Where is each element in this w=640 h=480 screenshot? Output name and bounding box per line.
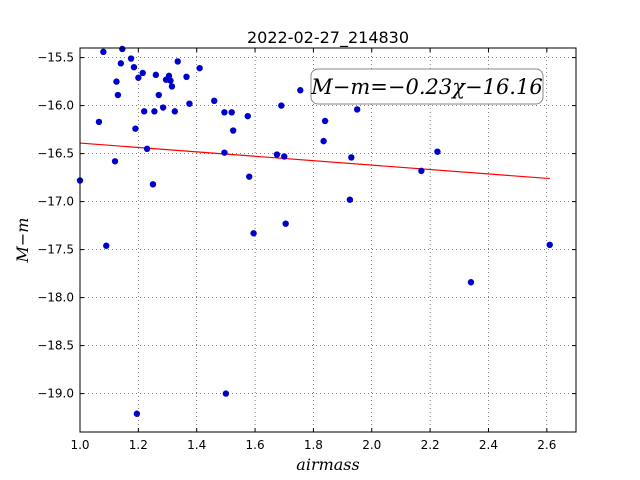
y-tick-label: −16.0 <box>37 99 74 113</box>
fit-layer <box>79 142 550 180</box>
data-point <box>151 108 158 115</box>
data-point <box>135 74 142 81</box>
data-point <box>133 410 141 417</box>
data-point <box>183 73 190 81</box>
data-point <box>174 58 181 65</box>
data-point <box>418 167 425 175</box>
data-point <box>132 125 139 132</box>
x-tick-label: 2.4 <box>479 438 498 452</box>
data-point <box>167 77 174 84</box>
y-tick-label: −18.5 <box>37 339 74 353</box>
data-point <box>139 69 146 77</box>
data-point <box>165 72 173 80</box>
x-tick-label: 2.2 <box>421 438 440 452</box>
data-point <box>186 100 193 107</box>
y-tick-label: −18.0 <box>37 291 74 305</box>
data-point <box>282 220 289 227</box>
x-tick-label: 1.2 <box>129 438 148 452</box>
data-point <box>346 196 354 203</box>
data-point <box>113 78 120 85</box>
data-point <box>171 108 179 115</box>
data-point <box>155 91 162 99</box>
data-point <box>130 63 138 71</box>
data-point <box>273 151 281 158</box>
data-point <box>100 48 107 56</box>
data-point <box>211 97 218 105</box>
data-point <box>353 106 361 113</box>
data-point <box>467 279 475 286</box>
data-point <box>221 149 228 156</box>
y-tick-label: −17.5 <box>37 243 74 257</box>
x-tick-label: 2.6 <box>537 438 556 452</box>
data-point <box>127 55 135 62</box>
y-tick-label: −15.5 <box>37 51 74 65</box>
data-point <box>149 181 157 188</box>
x-tick-label: 1.4 <box>187 438 206 452</box>
fit-line <box>79 142 550 180</box>
x-tick-label: 1.0 <box>70 438 89 452</box>
data-point <box>95 118 103 126</box>
data-point <box>143 145 151 152</box>
data-point <box>196 64 203 72</box>
chart-title: 2022-02-27_214830 <box>247 28 409 48</box>
data-point <box>278 102 285 109</box>
data-point <box>111 158 119 165</box>
data-point <box>321 117 329 125</box>
x-tick-label: 1.8 <box>304 438 323 452</box>
fit-equation-label: M−m=−0.23χ−16.16 <box>310 75 542 99</box>
data-point <box>434 148 441 155</box>
annotation-frame <box>310 68 544 105</box>
data-point <box>228 109 235 116</box>
data-point <box>119 45 126 53</box>
points-layer <box>76 45 553 417</box>
data-point <box>168 83 176 90</box>
data-point <box>117 60 125 67</box>
data-point <box>229 127 237 134</box>
y-tick-label: −17.0 <box>37 195 74 209</box>
data-point <box>246 173 253 180</box>
data-point <box>140 108 148 115</box>
data-point <box>348 154 355 161</box>
plot-frame <box>79 47 577 433</box>
data-point <box>320 137 327 145</box>
data-point <box>222 390 230 397</box>
data-point <box>159 104 167 111</box>
data-point <box>152 71 160 79</box>
grid <box>79 48 576 432</box>
data-point <box>546 241 553 248</box>
x-tick-label: 2.0 <box>362 438 381 452</box>
data-point <box>244 112 251 120</box>
x-axis-label: airmass <box>296 455 359 474</box>
y-tick-label: −19.0 <box>37 387 74 401</box>
x-tick-label: 1.6 <box>246 438 265 452</box>
data-point <box>297 87 304 94</box>
data-point <box>250 230 257 237</box>
y-axis-label: M−m <box>13 218 32 264</box>
data-point <box>103 242 110 249</box>
ticks: 1.0 1.2 1.4 1.6 1.8 2.0 2.2 2.4 2.6 −15.5 −16.0 −16… <box>37 48 576 452</box>
data-point <box>221 109 228 116</box>
data-point <box>281 153 288 160</box>
y-tick-label: −16.5 <box>37 147 74 161</box>
data-point <box>114 91 122 99</box>
annotation-box: M−m=−0.23χ−16.16 <box>310 68 544 105</box>
